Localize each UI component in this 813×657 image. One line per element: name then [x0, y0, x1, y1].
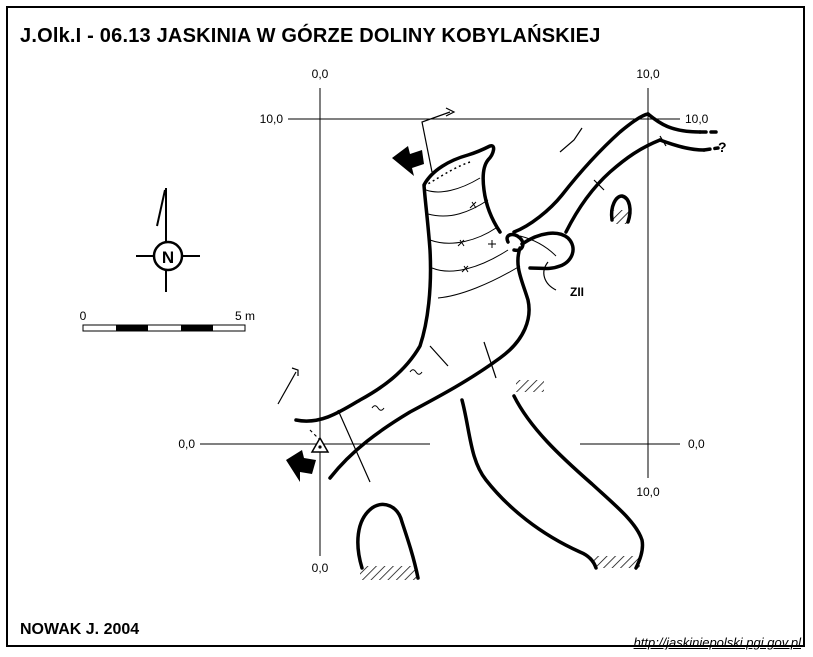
entrance-arrows: [286, 146, 424, 482]
cave-walls: [294, 112, 720, 580]
east-passage-lower-wall: [520, 138, 662, 271]
scale-bar: 0 5 m: [80, 309, 255, 332]
grid-label-right-bottom: 0,0: [688, 437, 705, 451]
section-ticks: [309, 135, 667, 483]
grid-label-left-top: 10,0: [260, 112, 284, 126]
entrance-arrow-north: [392, 146, 424, 176]
grid-label-top-right: 10,0: [636, 67, 660, 81]
unknown-continuation-mark: ?: [718, 139, 727, 155]
author-credit: NOWAK J. 2004: [20, 621, 140, 638]
hatch-areas: [360, 210, 640, 580]
compass: N: [136, 188, 200, 292]
main-passage-upper-wall: [294, 144, 502, 423]
grid-label-left-bottom: 0,0: [178, 437, 195, 451]
grid-label-right-top: 10,0: [685, 112, 709, 126]
grid-label-top-left: 0,0: [312, 67, 329, 81]
compass-north-label: N: [162, 248, 174, 267]
floor-contours: [423, 161, 557, 299]
scale-start-label: 0: [80, 309, 87, 323]
grid-label-bottom-right: 10,0: [636, 485, 660, 499]
main-passage-lower-wall: [328, 246, 531, 480]
section-arrows: [277, 107, 583, 405]
east-passage-upper-wall: [512, 112, 650, 234]
map-frame: [6, 6, 805, 647]
entrance-arrow-south: [286, 450, 316, 482]
survey-station: [310, 436, 330, 453]
east-passage-tip-upper: [646, 112, 702, 134]
scale-end-label: 5 m: [235, 309, 255, 323]
southwest-chamber-wall: [356, 502, 420, 580]
zii-label: ZII: [570, 285, 584, 299]
source-link[interactable]: http://jaskiniepolski.pgi.gov.pl: [633, 635, 801, 650]
floor-symbols: [371, 201, 496, 411]
map-title: J.Olk.I - 06.13 JASKINIA W GÓRZE DOLINY …: [20, 25, 601, 47]
junction-loop: [505, 232, 525, 253]
south-passage-left-wall: [460, 398, 598, 570]
east-passage-dashed: [698, 130, 720, 152]
grid-label-bottom-left: 0,0: [312, 561, 329, 575]
south-passage-right-wall: [512, 394, 645, 570]
grid-lines: [200, 88, 680, 556]
east-passage-tip-lower: [658, 138, 706, 152]
